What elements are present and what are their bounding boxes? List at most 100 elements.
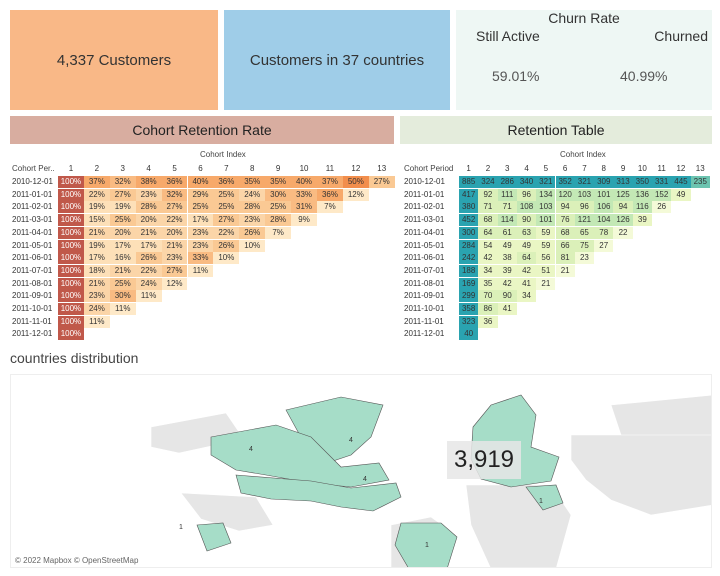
retention-cell[interactable]: 64 [516, 252, 537, 265]
cohort-cell[interactable]: 25% [213, 188, 240, 201]
cohort-cell[interactable]: 100% [58, 201, 84, 214]
cohort-column-header[interactable]: 2 [94, 164, 100, 173]
retention-cell[interactable]: 350 [632, 176, 652, 188]
retention-cell[interactable]: 59 [536, 226, 556, 239]
cohort-cell[interactable]: 27% [161, 264, 188, 277]
retention-cell[interactable]: 235 [690, 176, 710, 188]
retention-cell[interactable]: 56 [536, 252, 556, 265]
cohort-cell[interactable]: 22% [83, 188, 110, 201]
retention-cell[interactable]: 42 [497, 277, 517, 290]
cohort-cell[interactable]: 28% [135, 201, 162, 214]
cohort-cell[interactable]: 100% [58, 226, 84, 239]
retention-cell[interactable]: 22 [613, 226, 633, 239]
cohort-cell[interactable]: 35% [239, 176, 266, 188]
retention-cell[interactable]: 885 [459, 176, 479, 188]
cohort-cell[interactable]: 24% [239, 188, 266, 201]
retention-column-header[interactable]: 1 [466, 164, 471, 173]
table-row[interactable]: 2011-08-01 100% 21% 25% 24% 12% [12, 277, 395, 290]
cohort-cell[interactable]: 33% [291, 188, 317, 201]
cohort-cell[interactable]: 11% [83, 315, 110, 328]
cohort-cell[interactable]: 25% [213, 201, 240, 214]
retention-cell[interactable]: 49 [497, 239, 517, 252]
retention-cell[interactable]: 111 [497, 188, 517, 201]
cohort-cell[interactable]: 30% [109, 290, 136, 303]
retention-cell[interactable]: 352 [555, 176, 575, 188]
cohort-cell[interactable]: 10% [213, 252, 240, 265]
cohort-cell[interactable]: 23% [135, 188, 162, 201]
table-row[interactable]: 2010-12-01 100% 37% 32% 38% 36% 40% 36% 35% 35% 40… [12, 176, 395, 188]
cohort-cell[interactable]: 100% [58, 252, 84, 265]
cohort-column-header[interactable]: 7 [224, 164, 229, 173]
cohort-cell[interactable]: 27% [161, 201, 188, 214]
retention-cell[interactable]: 104 [594, 214, 614, 227]
retention-cell[interactable]: 21 [536, 277, 556, 290]
retention-cell[interactable]: 321 [574, 176, 595, 188]
retention-cell[interactable]: 26 [652, 201, 672, 214]
table-row[interactable]: 2011-08-01 169 35 42 41 21 [404, 277, 710, 290]
cohort-cell[interactable]: 17% [83, 252, 110, 265]
cohort-cell[interactable]: 33% [187, 252, 214, 265]
retention-cell[interactable]: 49 [516, 239, 537, 252]
retention-cell[interactable]: 114 [497, 214, 517, 227]
retention-column-header[interactable]: 12 [676, 164, 686, 173]
retention-cell[interactable]: 65 [574, 226, 595, 239]
retention-cell[interactable]: 96 [516, 188, 537, 201]
cohort-cell[interactable]: 10% [239, 239, 266, 252]
table-row[interactable]: 2011-06-01 100% 17% 16% 26% 23% 33% 10% [12, 252, 395, 265]
cohort-cell[interactable]: 12% [161, 277, 188, 290]
cohort-cell[interactable]: 19% [83, 201, 110, 214]
cohort-cell[interactable]: 20% [109, 226, 136, 239]
retention-cell[interactable]: 68 [478, 214, 498, 227]
retention-cell[interactable]: 90 [497, 290, 517, 303]
retention-cell[interactable]: 136 [632, 188, 652, 201]
retention-cell[interactable]: 125 [613, 188, 633, 201]
table-row[interactable]: 2011-03-01 100% 15% 25% 20% 22% 17% 27% 23% 28% 9% [12, 214, 395, 227]
table-row[interactable]: 2011-05-01 284 54 49 49 59 66 75 27 [404, 239, 710, 252]
cohort-cell[interactable]: 22% [135, 264, 162, 277]
retention-cell[interactable]: 103 [574, 188, 595, 201]
table-row[interactable]: 2011-03-01 452 68 114 90 101 76 121 104 126 39 [404, 214, 710, 227]
retention-cell[interactable]: 75 [574, 239, 595, 252]
cohort-cell[interactable]: 32% [161, 188, 188, 201]
cohort-column-header[interactable]: 10 [299, 164, 309, 173]
retention-cell[interactable]: 313 [613, 176, 633, 188]
retention-cell[interactable]: 38 [497, 252, 517, 265]
retention-cell[interactable]: 300 [459, 226, 479, 239]
cohort-cell[interactable]: 100% [58, 328, 84, 341]
retention-cell[interactable]: 92 [478, 188, 498, 201]
table-row[interactable]: 2011-02-01 380 71 71 108 103 94 96 106 94 116 26 [404, 201, 710, 214]
cohort-cell[interactable]: 17% [135, 239, 162, 252]
churn-rate-tile[interactable]: Churn Rate Still Active Churned 59.01% 4… [456, 10, 712, 110]
table-row[interactable]: 2011-10-01 358 86 41 [404, 303, 710, 315]
cohort-cell[interactable]: 22% [213, 226, 240, 239]
cohort-cell[interactable]: 27% [213, 214, 240, 227]
retention-column-header[interactable]: 2 [485, 164, 491, 173]
countries-kpi-tile[interactable]: Customers in 37 countries [224, 10, 450, 110]
retention-cell[interactable]: 108 [516, 201, 537, 214]
cohort-cell[interactable]: 36% [161, 176, 188, 188]
cohort-cell[interactable]: 38% [135, 176, 162, 188]
retention-cell[interactable]: 452 [459, 214, 479, 227]
cohort-cell[interactable]: 15% [83, 214, 110, 227]
cohort-cell[interactable]: 23% [161, 252, 188, 265]
cohort-cell[interactable]: 23% [83, 290, 110, 303]
table-row[interactable]: 2011-12-01 100% [12, 328, 395, 341]
table-row[interactable]: 2011-10-01 100% 24% 11% [12, 303, 395, 315]
retention-column-header[interactable]: 13 [695, 164, 705, 173]
retention-cell[interactable]: 61 [497, 226, 517, 239]
retention-cell[interactable]: 323 [459, 315, 479, 328]
cohort-cell[interactable]: 37% [317, 176, 343, 188]
retention-cell[interactable]: 34 [478, 264, 498, 277]
cohort-cell[interactable]: 21% [83, 226, 110, 239]
cohort-column-header[interactable]: 5 [172, 164, 177, 173]
table-row[interactable]: 2010-12-01 885 324 286 340 321 352 321 309 313 350… [404, 176, 710, 188]
cohort-cell[interactable]: 20% [135, 214, 162, 227]
retention-cell[interactable]: 121 [574, 214, 595, 227]
cohort-cell[interactable]: 11% [135, 290, 162, 303]
cohort-cell[interactable]: 32% [109, 176, 136, 188]
cohort-cell[interactable]: 100% [58, 176, 84, 188]
retention-cell[interactable]: 64 [478, 226, 498, 239]
retention-cell[interactable]: 36 [478, 315, 498, 328]
cohort-column-header[interactable]: 1 [68, 164, 74, 173]
retention-cell[interactable]: 96 [574, 201, 595, 214]
